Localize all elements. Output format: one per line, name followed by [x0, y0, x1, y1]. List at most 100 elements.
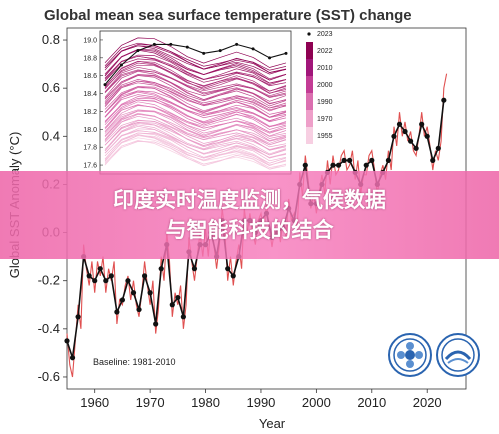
inset-year-line: [104, 90, 287, 118]
inset-year-line: [104, 128, 287, 159]
annual-point: [103, 278, 109, 284]
annual-point: [441, 97, 447, 103]
annual-point: [130, 290, 137, 296]
annual-point: [335, 162, 342, 168]
inset-year-line: [104, 79, 287, 109]
annual-point: [114, 309, 120, 315]
inset-year-line: [104, 129, 287, 158]
chart-title: Global mean sea surface temperature (SST…: [44, 7, 412, 24]
inset-year-line: [104, 58, 287, 87]
inset-ticks: 17.6 17.8 18.0 18.2 18.4 18.6 18.8 19.0: [83, 37, 103, 170]
annual-point: [92, 278, 98, 284]
inset-year-line: [104, 66, 287, 97]
annual-point: [230, 273, 236, 279]
inset-2023-point: [103, 83, 107, 87]
x-tick-label: 1970: [136, 395, 165, 410]
iap-logo: [436, 333, 480, 377]
inset-2023-point: [202, 51, 206, 55]
legend-label: 1990: [317, 99, 333, 106]
inset-y-tick-label: 17.8: [83, 145, 97, 152]
inset-year-line: [104, 115, 287, 146]
legend-label: 2022: [317, 48, 333, 55]
inset-year-line: [104, 86, 287, 115]
annual-point: [147, 290, 153, 296]
inset-year-line: [104, 82, 287, 111]
inset-year-line: [104, 91, 287, 121]
inset-2023-point: [251, 47, 255, 51]
inset-2023-point: [169, 42, 173, 46]
legend-color-swatch: [306, 93, 313, 110]
x-tick-label: 2000: [302, 395, 331, 410]
inset-year-line: [104, 135, 287, 166]
x-tick-label: 1990: [246, 395, 275, 410]
inset-year-line: [104, 75, 287, 107]
inset-year-line: [104, 80, 287, 109]
legend-label: 1955: [317, 133, 333, 140]
inset-year-line: [104, 132, 287, 162]
y-tick-label: 0.6: [42, 80, 60, 95]
inset-year-lines: [104, 37, 287, 170]
inset-2023-point: [152, 42, 156, 46]
legend-label: 2010: [317, 65, 333, 72]
inset-2023-point: [185, 45, 189, 49]
annual-point: [396, 121, 403, 127]
y-tick-label: -0.6: [38, 369, 60, 384]
annual-point: [385, 157, 392, 163]
annual-point: [141, 273, 148, 279]
inset-year-line: [104, 134, 287, 164]
annual-point: [180, 314, 186, 320]
annual-point: [191, 266, 198, 272]
inset-2023-polyline: [104, 43, 287, 85]
legend-color-swatch: [306, 127, 313, 144]
inset-year-line: [104, 123, 287, 155]
annual-point: [64, 338, 70, 344]
inset-year-line: [104, 112, 287, 144]
inset-y-tick-label: 19.0: [83, 37, 97, 44]
iap-emblem-icon: [441, 338, 475, 372]
inset-year-line: [104, 140, 287, 168]
legend-label: 2000: [317, 82, 333, 89]
inset-year-line: [104, 74, 287, 105]
inset-2023-point: [284, 51, 288, 55]
annual-point: [430, 157, 436, 163]
inset-year-line: [104, 120, 287, 151]
annual-point: [225, 266, 231, 272]
annual-point: [369, 157, 375, 163]
annual-point: [153, 321, 159, 327]
annual-point: [125, 278, 131, 284]
annual-point: [391, 133, 397, 139]
inset-year-line: [104, 141, 287, 170]
inset-year-line: [104, 54, 287, 84]
inset-y-tick-label: 18.0: [83, 127, 97, 134]
y-tick-label: 0.4: [42, 128, 60, 143]
annual-point: [136, 306, 142, 313]
annual-point: [119, 297, 126, 303]
inset-year-line: [104, 119, 287, 148]
inset-year-line: [104, 37, 287, 68]
inset-year-line: [104, 110, 287, 141]
annual-point: [69, 355, 76, 361]
x-tick-label: 2010: [357, 395, 386, 410]
inset-year-line: [104, 70, 287, 98]
inset-year-line: [104, 42, 287, 71]
china-meteorological-logo: [388, 333, 432, 377]
inset-y-tick-label: 18.8: [83, 55, 97, 62]
legend-color-swatch: [306, 59, 313, 76]
inset-2023-point: [268, 56, 272, 60]
inset-y-tick-label: 18.2: [83, 109, 97, 116]
x-axis-label: Year: [259, 416, 286, 431]
inset-y-tick-label: 18.6: [83, 73, 97, 80]
annual-point: [347, 157, 353, 163]
legend-color-swatch: [306, 76, 313, 93]
annual-point: [75, 314, 81, 320]
inset-year-line: [104, 104, 287, 133]
legend-marker-2023: [307, 32, 311, 36]
inset-2023-point: [136, 49, 140, 53]
banner-line-1: 印度实时温度监测，气候数据: [113, 188, 386, 212]
inset-2023-point: [119, 63, 123, 67]
inset-year-line: [104, 140, 287, 170]
inset-legend: 2023 2022 2010 2000 1990 1970 1955: [306, 31, 333, 144]
annual-point: [86, 273, 92, 279]
annual-point: [363, 162, 369, 168]
legend-label: 1970: [317, 116, 333, 123]
